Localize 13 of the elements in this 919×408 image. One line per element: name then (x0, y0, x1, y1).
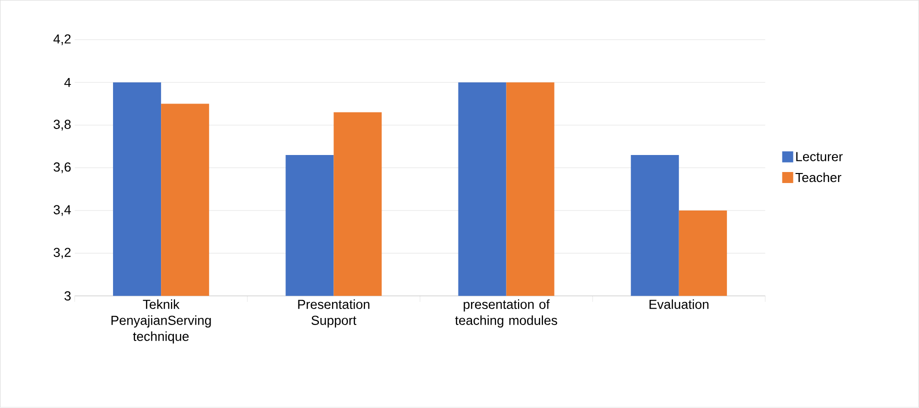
y-tick-label: 3,4 (54, 205, 71, 216)
y-tick-label: 4,2 (53, 34, 71, 46)
x-tick-label: presentation of teaching modules (455, 300, 558, 328)
y-tick-label: 3,2 (54, 248, 71, 259)
legend-label: Teacher (796, 172, 842, 182)
x-tick-label: Evaluation (650, 300, 708, 310)
y-tick-label: 3,6 (54, 162, 71, 174)
y-tick-label: 3,8 (54, 120, 71, 131)
x-tick-label: Teknik PenyajianServing technique (112, 300, 211, 344)
y-tick-label: 3 (64, 291, 71, 301)
y-tick-label: 4 (64, 78, 71, 88)
x-tick-label: Presentation Support (298, 300, 370, 328)
legend-label: Lecturer (796, 152, 843, 162)
